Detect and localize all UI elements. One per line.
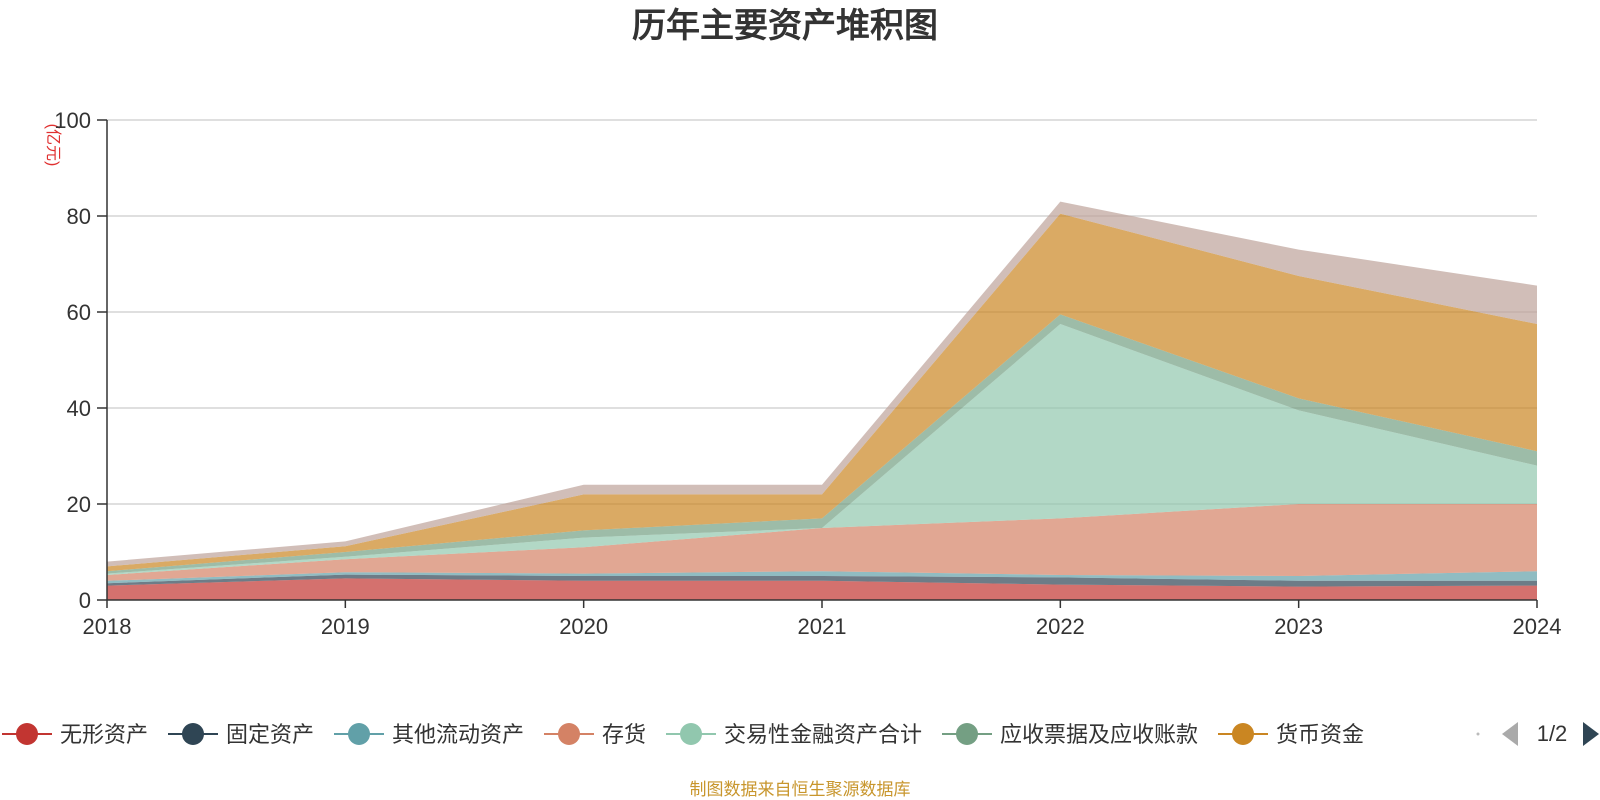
legend-dot-icon	[956, 723, 978, 745]
x-tick-label-2023: 2023	[1274, 614, 1323, 639]
source-note: 制图数据来自恒生聚源数据库	[690, 780, 911, 799]
legend-dot-icon	[182, 723, 204, 745]
legend-label: 固定资产	[226, 722, 314, 747]
legend-pager: 1/2	[1502, 721, 1599, 746]
area-series-2	[107, 574, 1537, 587]
legend-item-4[interactable]: 存货	[544, 722, 646, 747]
legend-item-6[interactable]: 应收票据及应收账款	[942, 722, 1198, 747]
legend-dot-icon	[1232, 723, 1254, 745]
legend-dot-icon	[348, 723, 370, 745]
legend-item-1[interactable]: 无形资产	[2, 722, 148, 747]
area-series-1	[107, 578, 1537, 600]
y-tick-label-80: 80	[67, 204, 91, 229]
legend-label: 货币资金	[1276, 722, 1364, 747]
legend-page-indicator: 1/2	[1537, 721, 1568, 746]
legend-label: 交易性金融资产合计	[724, 722, 922, 747]
legend-label: 其他流动资产	[392, 722, 524, 747]
legend-label: 应收票据及应收账款	[1000, 722, 1198, 747]
legend-label: 无形资产	[60, 722, 148, 747]
x-tick-label-2024: 2024	[1513, 614, 1562, 639]
y-tick-label-40: 40	[67, 396, 91, 421]
x-tick-label-2021: 2021	[798, 614, 847, 639]
x-tick-label-2018: 2018	[83, 614, 132, 639]
y-tick-labels: 0 20 40 60 80 100	[54, 108, 107, 613]
chart-title: 历年主要资产堆积图	[632, 7, 938, 45]
area-series-group	[107, 201, 1537, 600]
y-tick-label-20: 20	[67, 492, 91, 517]
legend-dot-icon	[558, 723, 580, 745]
legend-dot-icon	[16, 723, 38, 745]
legend-next-page-icon[interactable]	[1583, 722, 1599, 746]
area-series-8	[107, 201, 1537, 567]
legend: 无形资产 固定资产 其他流动资产 存货 交易性金融资产合计 应收票据及应收账款 货币资金	[2, 722, 1480, 747]
x-tick-labels: 2018 2019 2020 2021 2022 2023 2024	[83, 600, 1562, 639]
area-series-5	[107, 324, 1537, 575]
legend-item-5[interactable]: 交易性金融资产合计	[666, 722, 922, 747]
legend-item-7[interactable]: 货币资金	[1218, 722, 1364, 747]
x-tick-label-2019: 2019	[321, 614, 370, 639]
area-series-3	[107, 571, 1537, 584]
x-tick-label-2020: 2020	[559, 614, 608, 639]
legend-item-3[interactable]: 其他流动资产	[334, 722, 524, 747]
y-axis-unit-label: (亿元)	[44, 124, 62, 167]
legend-label: 存货	[602, 722, 646, 747]
y-tick-label-0: 0	[79, 588, 91, 613]
legend-dot-icon	[680, 723, 702, 745]
area-series-4	[107, 504, 1537, 581]
legend-prev-page-icon[interactable]	[1502, 722, 1518, 746]
y-tick-label-100: 100	[54, 108, 91, 133]
x-tick-label-2022: 2022	[1036, 614, 1085, 639]
area-series-7	[107, 213, 1537, 572]
y-tick-label-60: 60	[67, 300, 91, 325]
legend-overflow-dot	[1476, 732, 1480, 736]
legend-item-2[interactable]: 固定资产	[168, 722, 314, 747]
area-series-6	[107, 314, 1537, 574]
